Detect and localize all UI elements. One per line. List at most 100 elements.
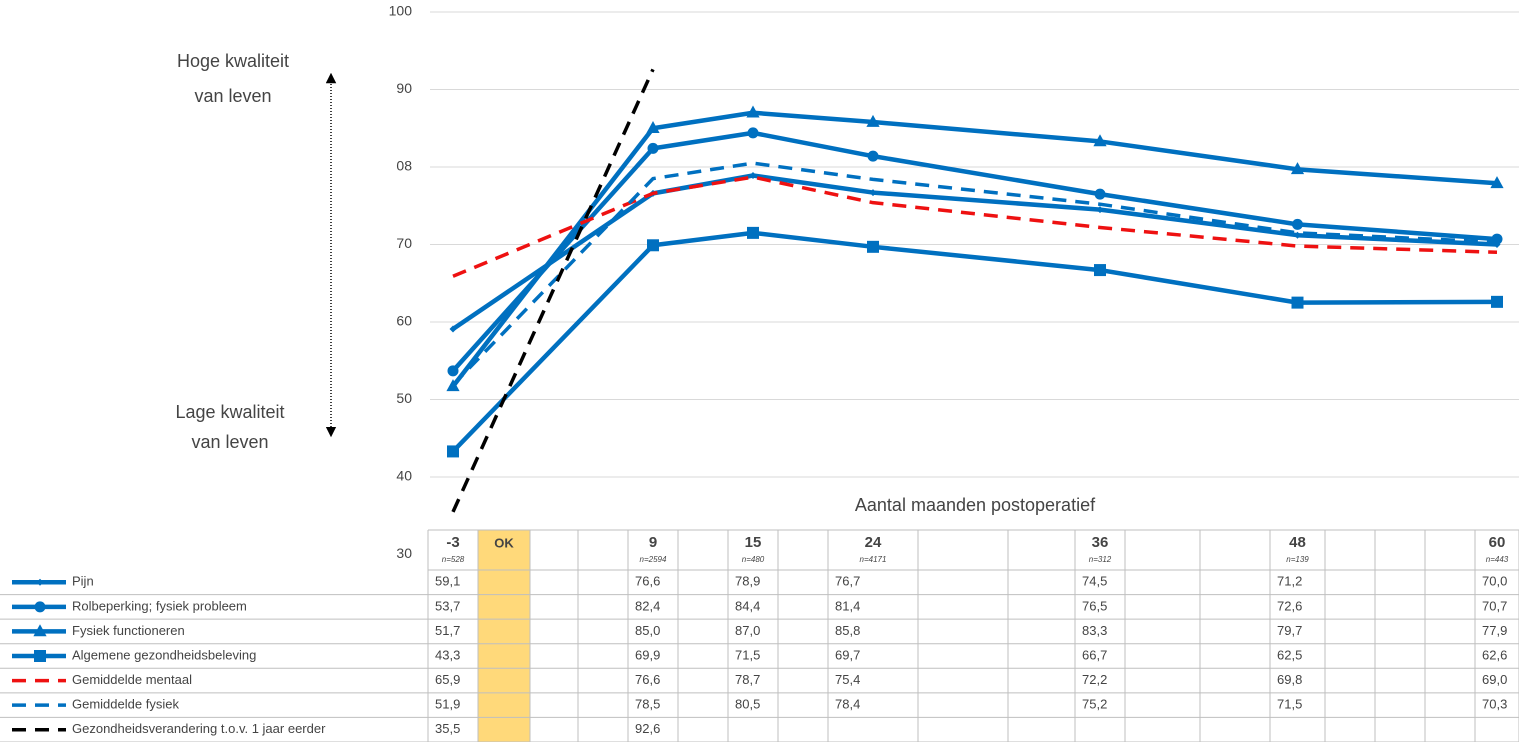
x-tick-label: 36 <box>1092 534 1109 551</box>
y-tick-label: 100 <box>389 3 413 19</box>
table-value: 69,8 <box>1277 672 1302 687</box>
table-value: 76,7 <box>835 574 860 589</box>
table-value: 72,6 <box>1277 598 1302 613</box>
table-value: 69,7 <box>835 647 860 662</box>
table-value: 72,2 <box>1082 672 1107 687</box>
legend-label: Rolbeperking; fysiek probleem <box>72 598 247 613</box>
ok-label: OK <box>494 535 514 550</box>
x-tick-label: 60 <box>1489 534 1506 551</box>
point <box>867 150 879 162</box>
y-tick-label: 30 <box>396 545 412 561</box>
n-label: n=139 <box>1286 555 1309 564</box>
table-value: 69,9 <box>635 647 660 662</box>
point <box>1490 176 1504 189</box>
table-value: 76,5 <box>1082 598 1107 613</box>
point <box>647 142 659 154</box>
x-axis-label: Aantal maanden postoperatief <box>855 495 1096 515</box>
table-value: 83,3 <box>1082 623 1107 638</box>
table-value: 81,4 <box>835 598 860 613</box>
table-value: 71,5 <box>735 647 760 662</box>
y-tick-label: 50 <box>396 390 412 406</box>
x-tick-label: 9 <box>649 534 657 551</box>
legend-label: Fysiek functioneren <box>72 623 185 638</box>
series-line <box>451 110 1498 388</box>
point <box>1292 218 1303 230</box>
point <box>1094 264 1106 277</box>
legend-label: Gemiddelde fysiek <box>72 697 179 712</box>
point <box>746 105 760 118</box>
table-value: 76,6 <box>635 672 660 687</box>
table-value: 79,7 <box>1277 623 1302 638</box>
table-value: 78,4 <box>835 697 860 712</box>
table-value: 70,0 <box>1482 574 1507 589</box>
table-value: 75,4 <box>835 672 860 687</box>
point <box>866 114 880 127</box>
x-tick-label: 24 <box>865 534 882 551</box>
n-label: n=2594 <box>640 555 667 564</box>
table-value: 70,3 <box>1482 697 1507 712</box>
table-value: 78,9 <box>735 574 760 589</box>
table-value: 82,4 <box>635 598 660 613</box>
table-value: 62,6 <box>1482 647 1507 662</box>
table-value: 35,5 <box>435 721 460 736</box>
point <box>1491 295 1503 308</box>
y-tick-label: 60 <box>396 313 412 329</box>
point <box>449 325 457 333</box>
table-value: 76,6 <box>635 574 660 589</box>
point <box>1093 134 1107 147</box>
table-value: 75,2 <box>1082 697 1107 712</box>
point <box>1291 296 1304 309</box>
point <box>646 121 660 134</box>
y-tick-label: 40 <box>396 468 412 484</box>
table-value: 53,7 <box>435 598 460 613</box>
series-line <box>451 230 1498 453</box>
legend-label: Gezondheidsverandering t.o.v. 1 jaar eer… <box>72 721 326 736</box>
point <box>747 127 759 139</box>
table-value: 80,5 <box>735 697 760 712</box>
point <box>867 240 879 253</box>
point <box>647 239 659 252</box>
legend-marker <box>34 601 46 613</box>
n-label: n=480 <box>742 555 765 564</box>
legend-marker <box>34 650 46 662</box>
table-value: 70,7 <box>1482 598 1507 613</box>
table-value: 62,5 <box>1277 647 1302 662</box>
legend-marker <box>33 624 47 637</box>
annotation: Hoge kwaliteit <box>177 51 289 71</box>
point <box>1096 206 1104 214</box>
ok-column <box>478 530 530 742</box>
point <box>446 379 460 392</box>
legend-marker <box>36 578 44 586</box>
series-line <box>451 161 1498 386</box>
table-value: 92,6 <box>635 721 660 736</box>
table-value: 85,8 <box>835 623 860 638</box>
point <box>1094 188 1106 200</box>
n-label: n=4171 <box>860 555 887 564</box>
annotation: van leven <box>194 86 271 106</box>
table-value: 66,7 <box>1082 647 1107 662</box>
series-line <box>452 175 1498 278</box>
table-value: 43,3 <box>435 647 460 662</box>
point <box>1294 231 1301 239</box>
legend-label: Pijn <box>72 574 94 589</box>
point <box>749 172 757 180</box>
table-value: 85,0 <box>635 623 660 638</box>
n-label: n=443 <box>1486 555 1509 564</box>
point <box>447 365 459 377</box>
table-value: 69,0 <box>1482 672 1507 687</box>
table-value: 51,7 <box>435 623 460 638</box>
point <box>869 189 877 197</box>
table-bg <box>428 530 1519 742</box>
annotation: Lage kwaliteit <box>175 402 284 422</box>
table-value: 71,5 <box>1277 697 1302 712</box>
point <box>447 445 459 458</box>
x-tick-label: -3 <box>446 534 459 551</box>
y-tick-label: 90 <box>396 80 412 96</box>
point <box>747 226 759 239</box>
y-tick-label: 70 <box>396 235 412 251</box>
series-line <box>451 68 655 513</box>
point <box>1290 162 1305 175</box>
table-value: 59,1 <box>435 574 460 589</box>
table-value: 87,0 <box>735 623 760 638</box>
